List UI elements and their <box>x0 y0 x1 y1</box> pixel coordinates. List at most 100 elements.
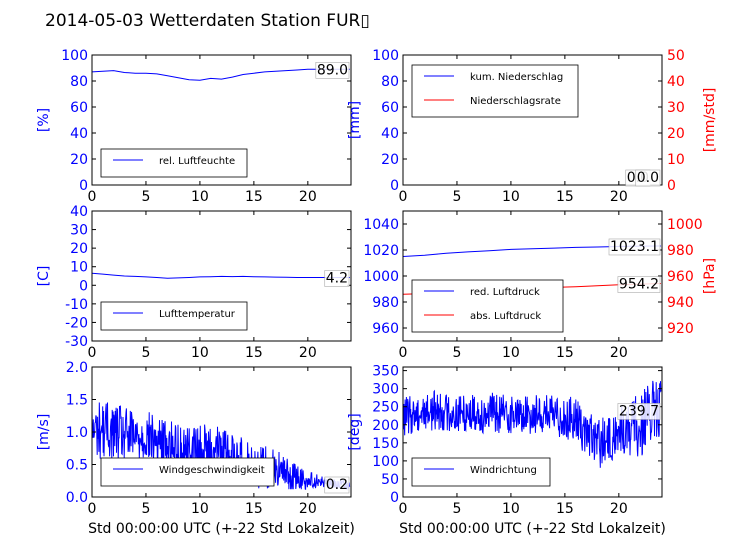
value-label: 954.2 <box>619 277 659 293</box>
value-label: 0.0 <box>637 170 659 186</box>
y-tick-label: 60 <box>70 100 88 116</box>
x-tick-label: 20 <box>610 345 628 361</box>
y-tick-label: 80 <box>70 74 88 90</box>
y-right-tick-label: 20 <box>667 126 685 142</box>
panel-humidity: 0 5 10 15 20 0 20 40 60 80 100 [%] rel. Luftfeuchte 8… <box>36 48 352 205</box>
x-tick-label: 0 <box>399 501 408 517</box>
y-right-tick-label: 50 <box>667 48 685 64</box>
x-tick-label: 5 <box>452 189 461 205</box>
y-right-tick-label: 940 <box>667 295 694 311</box>
x-tick-label: 15 <box>245 501 263 517</box>
value-label-box <box>324 476 350 494</box>
y-right-tick-label: 40 <box>667 74 685 90</box>
x-tick-label: 15 <box>556 189 574 205</box>
legend-label: Windrichtung <box>470 465 537 476</box>
x-tick-label: 20 <box>299 189 317 205</box>
x-tick-label: 10 <box>191 189 209 205</box>
y-tick-label: 250 <box>372 400 399 416</box>
y-right-tick-label: 1000 <box>667 217 703 233</box>
y-tick-label: 150 <box>372 436 399 452</box>
y-tick-label: 100 <box>372 48 399 64</box>
y-tick-label: 1000 <box>363 269 399 285</box>
y-tick-label: 0 <box>390 490 399 506</box>
y-tick-label: 200 <box>372 418 399 434</box>
legend-label: rel. Luftfeuchte <box>159 156 235 167</box>
y-right-tick-label: 980 <box>667 243 694 259</box>
x-tick-label: 0 <box>399 189 408 205</box>
y-tick-label: 2.0 <box>66 360 88 376</box>
y-tick-label: 50 <box>381 472 399 488</box>
panel-pressure: 0 5 10 15 20 960 980 1000 1020 1040 920 940 960 980 10… <box>363 210 718 361</box>
series-line-windspeed-0 <box>92 402 351 491</box>
y-tick-label: 980 <box>372 295 399 311</box>
legend-box <box>100 301 248 331</box>
value-label: 239.7 <box>619 403 659 419</box>
y-tick-label: 0 <box>390 178 399 194</box>
value-label: 4.2 <box>326 270 348 286</box>
legend-label: red. Luftdruck <box>470 287 540 298</box>
x-tick-label: 5 <box>141 501 150 517</box>
figure-title: 2014-05-03 Wetterdaten Station FUR▯ <box>45 11 370 31</box>
y-tick-label: 1.0 <box>66 425 88 441</box>
y-tick-label: 1040 <box>363 217 399 233</box>
y-tick-label: 1.5 <box>66 393 88 409</box>
y-right-tick-label: 960 <box>667 269 694 285</box>
legend-box <box>100 457 275 487</box>
legend-pressure: red. Luftdruck abs. Luftdruck <box>411 279 564 333</box>
legend-label: kum. Niederschlag <box>470 72 563 83</box>
panel-temperature: 0 5 10 15 20 -30 -20 -10 0 10 20 30 40 [C] Lufttempera… <box>36 204 352 361</box>
x-tick-label: 20 <box>610 189 628 205</box>
legend-label: Lufttemperatur <box>159 309 236 320</box>
y-tick-label: 10 <box>70 260 88 276</box>
panel-windspeed: 0 5 10 15 20 0.0 0.5 1.0 1.5 2.0 [m/s] Std 00:00:00… <box>36 360 355 537</box>
y-axis-label-right: [hPa] <box>702 258 718 294</box>
x-tick-label: 20 <box>610 501 628 517</box>
legend-label: Windgeschwindigkeit <box>159 465 265 476</box>
x-tick-label: 0 <box>88 501 97 517</box>
y-right-tick-label: 920 <box>667 321 694 337</box>
y-axis-label-right: [mm/std] <box>702 88 718 153</box>
x-tick-label: 10 <box>502 345 520 361</box>
value-label-box <box>617 403 661 420</box>
x-tick-label: 0 <box>399 345 408 361</box>
plot-frame-humidity <box>91 54 352 186</box>
legend-windspeed: Windgeschwindigkeit <box>100 457 275 487</box>
y-tick-label: 0 <box>79 178 88 194</box>
legend-box <box>411 457 551 487</box>
y-tick-label: 300 <box>372 382 399 398</box>
y-tick-label: 100 <box>61 48 88 64</box>
value-label-box <box>635 169 661 187</box>
y-right-tick-label: 10 <box>667 152 685 168</box>
legend-humidity: rel. Luftfeuchte <box>100 148 248 178</box>
series-line-humidity-0 <box>92 68 350 81</box>
x-tick-label: 15 <box>556 345 574 361</box>
y-tick-label: 40 <box>70 204 88 220</box>
y-tick-label: -10 <box>65 297 88 313</box>
y-axis-label: [C] <box>36 266 52 287</box>
legend-winddir: Windrichtung <box>411 457 551 487</box>
series-line-winddir-0 <box>403 380 662 468</box>
y-tick-label: 0.5 <box>66 458 88 474</box>
y-tick-label: 20 <box>381 152 399 168</box>
x-tick-label: 15 <box>245 345 263 361</box>
x-tick-label: 5 <box>452 501 461 517</box>
x-tick-label: 10 <box>502 189 520 205</box>
x-tick-label: 15 <box>556 501 574 517</box>
x-tick-label: 15 <box>245 189 263 205</box>
value-label-box <box>315 62 350 79</box>
y-right-tick-label: 30 <box>667 100 685 116</box>
legend-box <box>411 279 564 333</box>
y-tick-label: 20 <box>70 241 88 257</box>
y-tick-label: 0.0 <box>66 490 88 506</box>
x-tick-label: 5 <box>452 345 461 361</box>
y-tick-label: 100 <box>372 454 399 470</box>
y-right-tick-label: 0 <box>667 178 676 194</box>
y-tick-label: 40 <box>381 126 399 142</box>
value-label-box <box>608 238 661 256</box>
y-axis-label: [m/s] <box>36 414 52 451</box>
value-label: 0.2 <box>326 477 348 493</box>
x-tick-label: 20 <box>299 501 317 517</box>
y-tick-label: 80 <box>381 74 399 90</box>
y-axis-label: [%] <box>36 108 52 132</box>
